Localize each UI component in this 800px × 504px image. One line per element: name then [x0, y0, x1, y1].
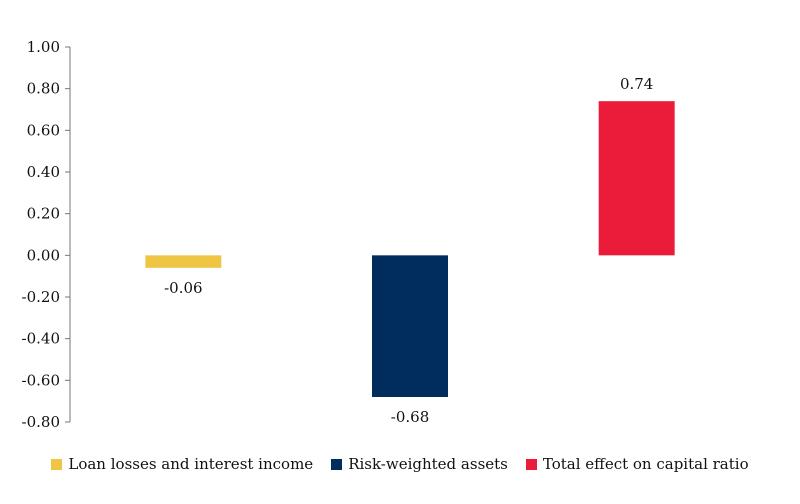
data-label: 0.74 — [620, 75, 653, 93]
data-label: -0.06 — [164, 279, 202, 297]
y-tick-label: 0.20 — [27, 205, 60, 223]
data-labels: -0.06 -0.68 0.74 — [164, 75, 653, 426]
legend-label-total-effect: Total effect on capital ratio — [542, 455, 749, 473]
bar — [372, 255, 448, 397]
bar — [598, 101, 675, 256]
y-tick-label: -0.20 — [22, 288, 60, 306]
y-axis: 1.00 0.80 0.60 0.40 0.20 0.00 -0.20 -0.40 -0.60 -… — [22, 38, 71, 431]
y-tick-label: 1.00 — [27, 38, 60, 56]
legend-swatch-loan-losses — [51, 458, 63, 470]
legend-swatch-total-effect — [525, 458, 537, 470]
bar — [145, 255, 222, 268]
bars — [145, 101, 675, 397]
y-tick-label: 0.40 — [27, 163, 60, 181]
legend-item-loan-losses: Loan losses and interest income — [51, 455, 313, 473]
legend-swatch-risk-weighted-assets — [331, 458, 343, 470]
y-tick-label: 0.00 — [27, 246, 60, 264]
y-tick-label: 0.60 — [27, 121, 60, 139]
y-tick-label: -0.40 — [22, 330, 60, 348]
legend-label-loan-losses: Loan losses and interest income — [68, 455, 314, 473]
bar-chart: 1.00 0.80 0.60 0.40 0.20 0.00 -0.20 -0.40 -0.60 -… — [22, 38, 675, 431]
legend-item-total-effect: Total effect on capital ratio — [525, 455, 749, 473]
legend: Loan losses and interest income Risk-wei… — [0, 452, 800, 476]
legend-item-risk-weighted-assets: Risk-weighted assets — [331, 455, 508, 473]
legend-label-risk-weighted-assets: Risk-weighted assets — [348, 455, 508, 473]
data-label: -0.68 — [391, 408, 429, 426]
y-tick-label: -0.80 — [22, 413, 60, 431]
y-tick-label: -0.60 — [22, 371, 60, 389]
y-tick-label: 0.80 — [27, 80, 60, 98]
